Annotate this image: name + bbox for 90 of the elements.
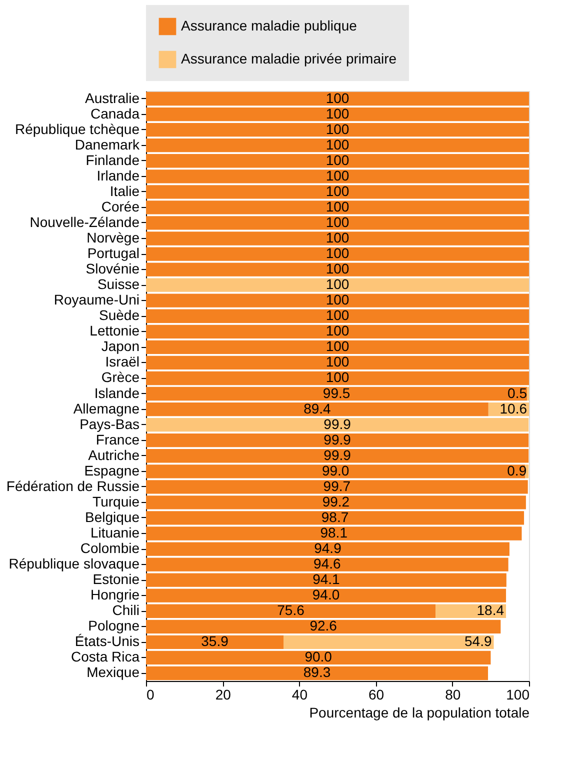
y-tick-label: Belgique [85, 508, 140, 525]
data-label: 0.5 [508, 384, 528, 401]
data-label: 18.4 [476, 602, 504, 618]
data-label: 94.1 [312, 571, 340, 588]
data-label: 100 [326, 307, 350, 324]
y-tick-label: États-Unis [74, 633, 140, 650]
data-label: 100 [326, 260, 350, 277]
y-tick-label: Australie [85, 90, 140, 106]
data-label: 10.6 [500, 400, 528, 416]
data-label: 0.9 [507, 462, 527, 478]
y-tick-label: Hongrie [90, 586, 140, 603]
y-tick-label: Royaume-Uni [54, 292, 140, 308]
y-tick-label: Mexique [86, 664, 140, 680]
data-label: 100 [326, 198, 350, 214]
data-label: 100 [326, 152, 350, 168]
y-tick-label: Espagne [84, 462, 140, 478]
y-tick-label: Japon [101, 338, 140, 354]
x-tick-label: 40 [292, 686, 308, 702]
y-tick-label: Allemagne [73, 400, 140, 416]
data-label: 100 [326, 354, 350, 370]
data-label: 99.5 [322, 384, 350, 401]
data-label: 100 [326, 276, 350, 292]
data-label: 100 [326, 245, 350, 262]
data-label: 100 [326, 105, 350, 122]
data-label: 99.9 [324, 431, 352, 448]
y-tick-label: Suisse [97, 276, 140, 292]
y-tick-label: Italie [110, 182, 140, 199]
y-tick-label: Slovénie [86, 260, 140, 277]
x-tick-label: 0 [146, 686, 154, 702]
y-tick-label: Estonie [92, 571, 140, 588]
data-label: 99.9 [324, 416, 352, 432]
data-label: 99.2 [322, 493, 350, 510]
x-tick-label: 20 [215, 686, 232, 702]
y-tick-label: Fédération de Russie [6, 478, 140, 494]
legend-label: Assurance maladie publique [181, 18, 358, 34]
data-label: 100 [326, 322, 350, 339]
legend-label: Assurance maladie privée primaire [181, 50, 397, 66]
y-tick-label: Lituanie [90, 524, 140, 540]
data-label: 100 [326, 230, 350, 246]
y-tick-label: Finlande [86, 152, 140, 168]
y-tick-label: Israël [105, 354, 140, 370]
data-label: 94.9 [314, 540, 342, 556]
y-tick-label: Danemark [74, 136, 140, 152]
data-label: 100 [326, 136, 350, 152]
data-label: 100 [326, 182, 350, 199]
y-tick-label: France [96, 431, 140, 448]
y-tick-label: Autriche [88, 446, 140, 463]
data-label: 98.7 [321, 508, 349, 525]
data-label: 94.6 [314, 556, 341, 572]
y-tick-label: Pays-Bas [80, 416, 140, 432]
y-tick-label: Costa Rica [71, 648, 140, 665]
y-tick-label: Suède [99, 307, 140, 324]
data-label: 100 [326, 369, 350, 386]
y-tick-label: République tchèque [14, 120, 140, 137]
data-label: 94.0 [312, 586, 340, 603]
y-tick-label: Lettonie [90, 322, 140, 339]
data-label: 100 [326, 90, 350, 106]
data-label: 100 [326, 120, 350, 137]
data-label: 98.1 [320, 524, 348, 540]
x-tick-label: 100 [506, 686, 530, 702]
y-tick-label: Chili [112, 602, 140, 618]
y-tick-label: Nouvelle-Zélande [30, 214, 140, 230]
y-tick-label: Norvège [86, 230, 140, 246]
data-label: 89.3 [303, 664, 331, 680]
data-label: 92.6 [310, 618, 338, 634]
data-label: 75.6 [277, 602, 305, 618]
data-label: 100 [326, 214, 350, 230]
data-label: 100 [326, 292, 350, 308]
data-label: 89.4 [304, 400, 332, 416]
data-label: 100 [326, 167, 350, 184]
x-tick-label: 80 [445, 686, 461, 702]
data-label: 99.7 [323, 478, 351, 494]
y-tick-label: Islande [94, 384, 140, 401]
y-tick-label: Corée [101, 198, 140, 214]
data-label: 100 [326, 338, 350, 354]
data-label: 99.0 [322, 462, 350, 478]
y-tick-label: République slovaque [8, 556, 140, 572]
data-label: 99.9 [324, 446, 352, 463]
y-tick-label: Canada [90, 105, 140, 122]
y-tick-label: Colombie [80, 540, 140, 556]
y-tick-label: Grèce [101, 369, 140, 386]
y-tick-label: Turquie [92, 493, 140, 510]
data-label: 54.9 [464, 633, 492, 650]
data-label: 90.0 [304, 648, 332, 665]
x-tick-label: 60 [368, 686, 384, 702]
x-axis-title: Pourcentage de la population totale [309, 704, 530, 720]
y-tick-label: Irlande [96, 167, 140, 184]
y-tick-label: Pologne [88, 618, 140, 634]
y-tick-label: Portugal [87, 245, 140, 262]
data-label: 35.9 [201, 633, 229, 650]
